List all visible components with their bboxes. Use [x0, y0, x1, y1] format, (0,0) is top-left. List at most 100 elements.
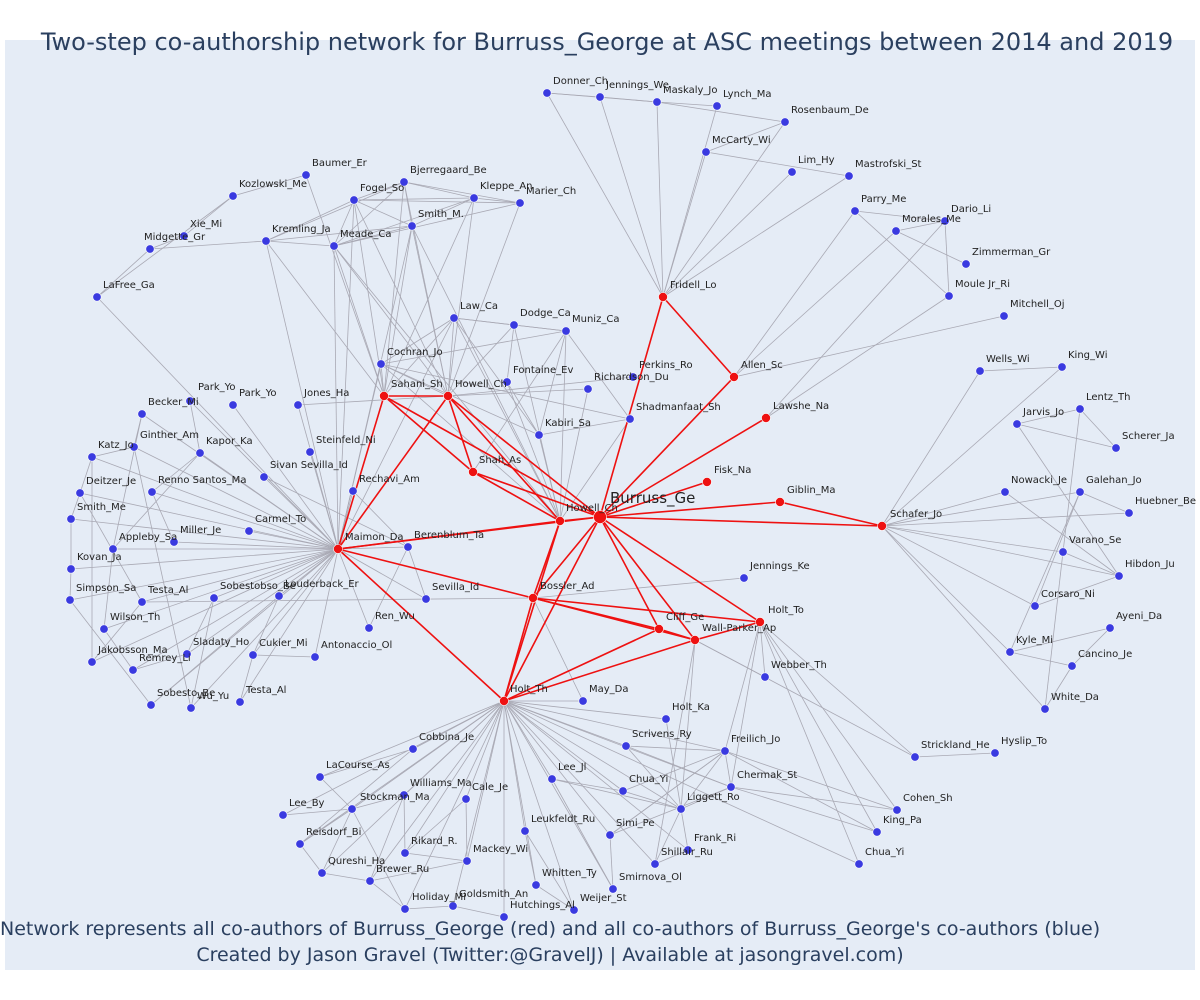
node-label-ayeni-da: Ayeni_Da	[1116, 611, 1162, 622]
node-label-katz-jo: Katz_Jo	[98, 440, 134, 451]
grey-edge-maimon-da-to-cukier-mi	[252, 548, 339, 656]
node-schafer-jo	[877, 521, 887, 531]
node-label-rechavi-am: Rechavi_Am	[359, 474, 420, 485]
node-label-fisk-na: Fisk_Na	[714, 465, 751, 476]
grey-edge-schafer-jo-to-varano-se	[881, 525, 1064, 553]
node-maskaly-jo	[652, 97, 662, 107]
node-carmel-to	[244, 526, 254, 536]
grey-edge-maimon-da-to-carmel-to	[248, 530, 339, 550]
node-allen-sc	[729, 372, 739, 382]
grey-edge-park-yo-to-kapor-ka	[189, 400, 201, 454]
node-sladaty-ho	[182, 649, 192, 659]
node-label-allen-sc: Allen_Sc	[741, 360, 783, 371]
grey-edge-mccarty-wi-to-mastrofski-st	[705, 151, 850, 177]
grey-edge-schafer-jo-to-galehan-jo	[881, 491, 1081, 527]
red-edge-burruss-ge-to-cliff-ge	[599, 516, 660, 630]
node-chua-yi	[854, 859, 864, 869]
grey-edge-maimon-da-to-ginther-am	[133, 446, 339, 550]
grey-edge-morales-me-to-zimmerman-gr	[895, 230, 967, 265]
red-edge-holt-th-to-wall-parker-ap	[503, 639, 696, 702]
grey-edge-kozlowski-me-to-baumer-er	[232, 174, 307, 197]
node-label-howell-ch2: Howell_Ch	[455, 379, 507, 390]
node-cancino-je	[1067, 661, 1077, 671]
red-edge-howell-ch-to-bossler-ad	[532, 520, 561, 599]
node-label-sobesto-be: Sobesto_Be	[157, 688, 215, 699]
node-label-marier-ch: Marier_Ch	[526, 186, 576, 197]
grey-edge-berenblum-ta-to-rechavi-am	[352, 490, 409, 548]
grey-edge-lafree-ga-to-midgette-gr	[96, 248, 151, 298]
grey-edge-holt-to-to-strickland-he	[759, 621, 916, 758]
node-label-dodge-ca: Dodge_Ca	[520, 308, 571, 319]
grey-edge-howell-ch-to-meade-ca	[333, 245, 561, 522]
grey-edge-holt-ka-to-liggett-ro	[665, 718, 682, 810]
grey-edge-law-ca-to-kabiri-sa	[453, 317, 540, 436]
grey-edge-maimon-da-to-katz-jo	[91, 456, 339, 550]
node-label-varano-se: Varano_Se	[1069, 535, 1121, 546]
grey-edge-howell-ch2-to-richardson-du	[447, 388, 589, 397]
grey-edge-maimon-da-to-sladaty-ho	[186, 548, 339, 655]
grey-edge-maimon-da-to-fogel-so	[337, 199, 355, 550]
node-label-smirnova-ol: Smirnova_Ol	[619, 872, 682, 883]
grey-edge-bossler-ad-to-may-da	[532, 597, 584, 702]
grey-edge-dodge-ca-to-muniz-ca	[513, 324, 567, 332]
grey-edge-holt-th-to-chua-yi2	[503, 700, 624, 792]
node-label-dario-li: Dario_Li	[951, 204, 991, 215]
node-label-holt-ka: Holt_Ka	[672, 702, 710, 713]
grey-edge-maimon-da-to-wilson-th	[103, 548, 339, 630]
node-label-ginther-am: Ginther_Am	[140, 430, 199, 441]
red-edge-giblin-ma-to-schafer-jo	[779, 501, 883, 527]
grey-edge-mccarty-wi-to-rosenbaum-de	[705, 121, 786, 153]
node-frank-ri	[683, 845, 693, 855]
node-kozlowski-me	[228, 191, 238, 201]
node-wu-yu	[186, 703, 196, 713]
grey-edge-dodge-ca-to-fontaine-ev	[506, 324, 515, 383]
node-label-remrey-li: Remrey_Li	[139, 653, 191, 664]
grey-edge-maskaly-jo-to-rosenbaum-de	[656, 101, 786, 123]
grey-edge-freilich-jo-to-king-pa	[724, 750, 878, 833]
node-fisk-na	[702, 477, 712, 487]
red-edge-burruss-ge-to-lawshe-na	[599, 417, 767, 518]
grey-edge-parry-me-to-dario-li	[854, 210, 946, 222]
node-label-scherer-ja: Scherer_Ja	[1122, 431, 1175, 442]
node-holt-th	[499, 696, 509, 706]
node-label-holt-to: Holt_To	[768, 605, 804, 616]
node-sahani-sh	[379, 391, 389, 401]
node-bjerregaard-be	[399, 177, 409, 187]
node-label-kapor-ka: Kapor_Ka	[206, 436, 253, 447]
node-label-jennings-ke: Jennings_Ke	[749, 561, 810, 572]
grey-edge-schafer-jo-to-nowacki-je	[881, 491, 1006, 527]
grey-edge-varano-se-to-white-da	[1044, 551, 1064, 710]
node-label-richardson-du: Richardson_Du	[594, 372, 669, 383]
node-label-may-da: May_Da	[589, 684, 629, 695]
grey-edge-holt-th-to-shillair-ru	[503, 700, 656, 865]
node-renno-santos-ma	[147, 487, 157, 497]
node-label-galehan-jo: Galehan_Jo	[1086, 475, 1142, 486]
node-label-kabiri-sa: Kabiri_Sa	[545, 418, 591, 429]
grey-edge-simpson-sa-to-sobesto-be	[69, 599, 152, 706]
grey-edge-holt-th-to-chermak-st	[503, 700, 732, 788]
grey-edge-parry-me-to-moule-jr-ri	[854, 210, 950, 297]
node-lacourse-as	[315, 772, 325, 782]
grey-edge-fogel-so-to-marier-ch	[353, 199, 521, 204]
node-label-lentz-th: Lentz_Th	[1086, 392, 1131, 403]
grey-edge-holt-th-to-lacourse-as	[319, 700, 505, 778]
grey-edge-howell-ch-to-kabiri-sa	[538, 434, 561, 522]
node-label-wilson-th: Wilson_Th	[110, 612, 160, 623]
node-mackey-wi	[462, 856, 472, 866]
grey-edge-sahani-sh-to-baumer-er	[305, 174, 385, 397]
red-edge-burruss-ge-to-giblin-ma	[599, 501, 781, 518]
grey-edge-cukier-mi-to-antonaccio-ol	[252, 654, 316, 658]
node-label-smith-m: Smith_M.	[418, 209, 464, 220]
node-freilich-jo	[720, 746, 730, 756]
node-dario-li	[940, 216, 950, 226]
node-label-frank-ri: Frank_Ri	[694, 833, 736, 844]
node-becker-mi	[137, 409, 147, 419]
node-wall-parker-ap	[690, 635, 700, 645]
node-king-pa	[872, 827, 882, 837]
grey-edge-kapor-ka-to-renno-santos-ma	[151, 452, 201, 493]
grey-edge-freilich-jo-to-liggett-ro	[680, 750, 726, 810]
grey-edge-holt-th-to-cale-je	[465, 700, 505, 800]
node-scherer-ja	[1111, 443, 1121, 453]
grey-edge-bossler-ad-to-jennings-ke	[532, 577, 745, 599]
grey-edge-holt-th-to-simi-pe	[503, 700, 611, 836]
